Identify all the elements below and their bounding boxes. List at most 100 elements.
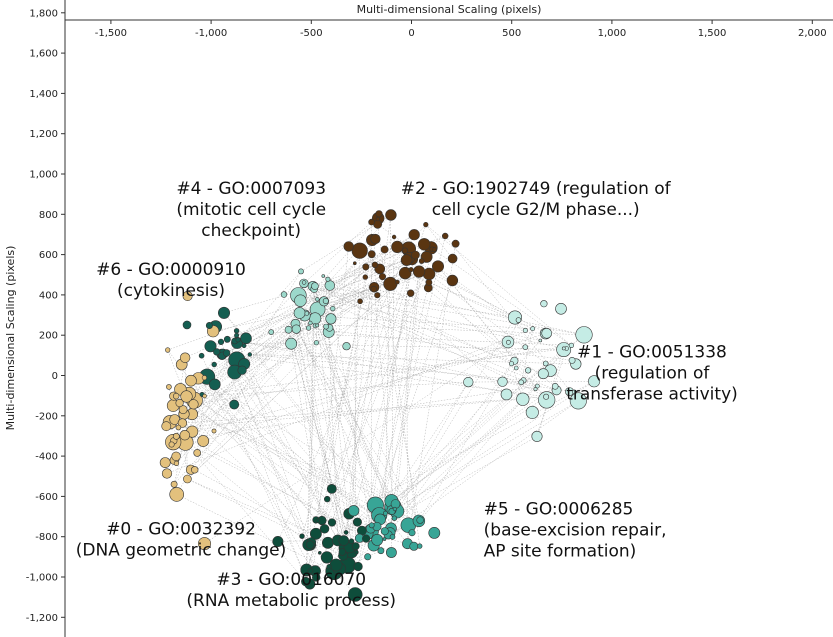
edge-line (314, 236, 395, 327)
edge-line (332, 308, 374, 546)
edge-line (222, 234, 415, 357)
node-point-cluster-2 (370, 233, 381, 245)
edge-line (184, 218, 379, 436)
edge-line (303, 283, 557, 391)
node-point-cluster-6 (198, 352, 205, 359)
edge-line (390, 271, 420, 529)
edge-line (371, 282, 430, 532)
edge-line (234, 371, 344, 541)
edge-line (378, 271, 420, 516)
node-point-cluster-0 (193, 449, 201, 457)
x-axis-title: Multi-dimensional Scaling (pixels) (357, 3, 542, 16)
node-point-cluster-1 (534, 383, 540, 389)
node-point-cluster-1 (542, 360, 549, 367)
edge-line (425, 224, 453, 259)
node-point-cluster-2 (391, 234, 397, 240)
node-point-cluster-2 (431, 260, 444, 273)
node-point-cluster-5 (408, 529, 416, 537)
node-point-cluster-1 (508, 361, 514, 367)
node-point-cluster-0 (173, 392, 180, 400)
edge-line (236, 359, 339, 541)
edge-line (397, 273, 430, 283)
edge-line (222, 353, 307, 582)
node-point-cluster-3 (353, 561, 363, 572)
edge-line (392, 334, 585, 507)
node-point-cluster-1 (533, 387, 538, 392)
node-point-cluster-2 (391, 240, 404, 253)
node-point-cluster-3 (352, 517, 362, 527)
x-tick-label: 500 (502, 28, 521, 39)
cluster-label-0: (DNA geometric change) (76, 541, 286, 561)
edge-line (325, 254, 372, 327)
node-point-cluster-2 (432, 247, 437, 252)
node-point-cluster-4 (308, 320, 313, 326)
edge-line (298, 295, 567, 349)
node-point-cluster-3 (301, 576, 311, 587)
node-point-cluster-6 (247, 352, 253, 357)
edge-line (370, 381, 469, 529)
y-tick-label: 1,400 (29, 89, 58, 100)
node-point-cluster-0 (175, 398, 184, 408)
node-point-cluster-6 (234, 332, 240, 338)
edge-line (437, 266, 547, 401)
edge-line (296, 329, 343, 553)
edge-line (351, 436, 538, 542)
x-tick-label: -500 (300, 28, 323, 39)
node-point-cluster-1 (500, 388, 513, 401)
node-point-cluster-3 (338, 535, 350, 546)
y-tick-label: -400 (35, 452, 58, 463)
node-point-cluster-3 (320, 551, 334, 564)
node-point-cluster-6 (204, 340, 217, 353)
edge-line (317, 299, 538, 387)
node-point-cluster-6 (218, 306, 231, 319)
node-point-cluster-3 (272, 535, 284, 547)
node-point-cluster-1 (568, 356, 576, 364)
edge-line (405, 272, 556, 387)
x-tick-label: 2,000 (798, 28, 827, 39)
node-point-cluster-3 (305, 540, 315, 550)
edge-line (407, 243, 456, 544)
node-point-cluster-5 (382, 510, 388, 516)
node-point-cluster-1 (537, 368, 549, 380)
node-point-cluster-6 (233, 328, 240, 334)
node-point-cluster-2 (408, 229, 420, 241)
node-point-cluster-1 (538, 338, 543, 343)
edge-line (193, 345, 572, 405)
node-point-cluster-6 (211, 361, 217, 368)
node-point-cluster-2 (442, 232, 449, 240)
node-point-cluster-0 (161, 468, 173, 479)
cluster-label-2: #2 - GO:1902749 (regulation of (401, 179, 672, 199)
edge-line (384, 317, 516, 532)
edge-line (394, 400, 579, 510)
node-point-cluster-2 (370, 285, 377, 293)
node-point-cluster-1 (541, 327, 553, 339)
node-point-cluster-5 (417, 543, 423, 549)
node-point-cluster-2 (367, 250, 376, 259)
y-ticks: 1,800 1,600 1,400 1,200 1,000 800 600 400 200 0 -2… (26, 8, 65, 624)
node-point-cluster-5 (371, 534, 384, 546)
node-point-cluster-1 (522, 327, 528, 333)
edge-line (354, 263, 356, 547)
node-point-cluster-4 (342, 342, 351, 351)
edge-line (295, 323, 584, 336)
node-point-cluster-0 (185, 374, 197, 387)
y-tick-label: -1,200 (26, 613, 58, 624)
node-point-cluster-3 (317, 550, 322, 555)
node-point-cluster-2 (368, 218, 375, 226)
node-point-cluster-2 (447, 253, 458, 264)
edge-line (167, 349, 193, 415)
cluster-labels: #0 - GO:0032392(DNA geometric change) #1 … (76, 179, 738, 611)
edge-line (317, 246, 349, 521)
node-point-cluster-1 (568, 342, 575, 349)
node-point-cluster-6 (217, 338, 225, 346)
edge-line (186, 381, 469, 397)
y-tick-label: 1,000 (29, 170, 58, 181)
node-point-cluster-0 (198, 537, 212, 551)
y-tick-label: -200 (35, 411, 58, 422)
node-point-cluster-0 (168, 441, 175, 448)
node-point-cluster-1 (530, 326, 536, 332)
cluster-label-6: #6 - GO:0000910 (96, 260, 246, 280)
edge-line (351, 250, 360, 552)
edge-line (346, 345, 536, 390)
edge-line (365, 269, 412, 539)
